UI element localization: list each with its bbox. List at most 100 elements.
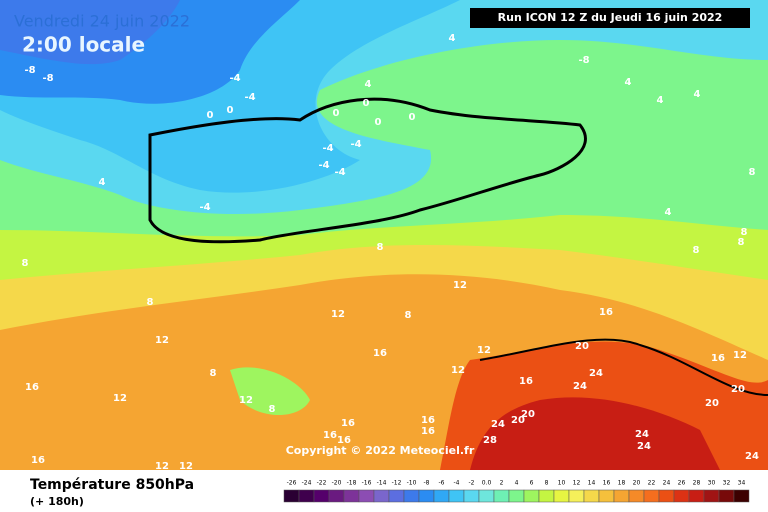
contour-label: 12	[331, 309, 345, 320]
contour-label: 0	[333, 108, 340, 119]
scale-label: 18	[618, 480, 626, 487]
contour-label: -4	[334, 167, 345, 178]
contour-label: 8	[269, 404, 276, 415]
scale-label: -24	[302, 480, 312, 487]
contour-label: 24	[573, 381, 587, 392]
scale-label: 10	[558, 480, 566, 487]
contour-label: 24	[745, 451, 759, 462]
scale-swatch	[358, 489, 375, 503]
contour-label: 8	[738, 237, 745, 248]
scale-swatch	[658, 489, 675, 503]
scale-label: 32	[723, 480, 731, 487]
scale-swatch	[433, 489, 450, 503]
scale-label: 0.0	[482, 480, 492, 487]
contour-label: 12	[451, 365, 465, 376]
scale-swatch	[463, 489, 480, 503]
contour-label: -4	[322, 143, 333, 154]
scale-swatch	[418, 489, 435, 503]
scale-swatch	[628, 489, 645, 503]
contour-label: 20	[575, 341, 589, 352]
scale-label: 12	[573, 480, 581, 487]
scale-swatch	[733, 489, 750, 503]
contour-label: 20	[731, 384, 745, 395]
scale-label: -14	[377, 480, 387, 487]
scale-label: 16	[603, 480, 611, 487]
contour-label: 16	[519, 376, 533, 387]
scale-swatch	[493, 489, 510, 503]
scale-swatch	[508, 489, 525, 503]
contour-label: -4	[199, 202, 210, 213]
contour-label: 4	[625, 77, 632, 88]
scale-swatch	[568, 489, 585, 503]
scale-swatch	[703, 489, 720, 503]
forecast-time: 2:00 locale	[22, 33, 145, 57]
contour-label: 8	[741, 227, 748, 238]
contour-label: 12	[155, 335, 169, 346]
color-scale: -26 -24 -22 -20 -18 -16 -14 -12 -10 -8 -6 -4 -2 0.0 2 4…	[283, 480, 750, 503]
legend-subtitle: (+ 180h)	[30, 495, 84, 508]
scale-label: 28	[693, 480, 701, 487]
run-info: Run ICON 12 Z du Jeudi 16 juin 2022	[498, 11, 723, 24]
scale-label: -8	[424, 480, 430, 487]
scale-swatch	[388, 489, 405, 503]
contour-label: 12	[239, 395, 253, 406]
scale-swatch	[523, 489, 540, 503]
contour-label: 4	[694, 89, 701, 100]
contour-label: 16	[421, 426, 435, 437]
scale-label: -6	[439, 480, 445, 487]
contour-label: 8	[147, 297, 154, 308]
scale-swatch	[478, 489, 495, 503]
scale-label: -12	[392, 480, 402, 487]
scale-label: 30	[708, 480, 716, 487]
contour-label: 20	[511, 415, 525, 426]
contour-label: 12	[477, 345, 491, 356]
scale-label: 8	[545, 480, 549, 487]
contour-label: 0	[375, 117, 382, 128]
contour-label: 24	[589, 368, 603, 379]
scale-swatch	[448, 489, 465, 503]
scale-swatch	[403, 489, 420, 503]
scale-swatch	[373, 489, 390, 503]
scale-label: 34	[738, 480, 746, 487]
contour-label: 4	[449, 33, 456, 44]
contour-label: 12	[453, 280, 467, 291]
contour-label: -8	[42, 73, 53, 84]
contour-label: 8	[749, 167, 756, 178]
contour-label: 16	[599, 307, 613, 318]
scale-swatch	[718, 489, 735, 503]
contour-label: 16	[341, 418, 355, 429]
contour-label: 4	[665, 207, 672, 218]
scale-swatch	[583, 489, 600, 503]
contour-label: 0	[227, 105, 234, 116]
scale-swatch	[673, 489, 690, 503]
scale-label: -10	[407, 480, 417, 487]
contour-label: 4	[99, 177, 106, 188]
contour-label: 28	[483, 435, 497, 446]
scale-swatch	[613, 489, 630, 503]
scale-label: -2	[469, 480, 475, 487]
scale-swatch	[313, 489, 330, 503]
scale-label: -22	[317, 480, 327, 487]
scale-label: -4	[454, 480, 460, 487]
legend-title: Température 850hPa	[30, 477, 194, 493]
contour-label: -4	[244, 92, 255, 103]
contour-label: 16	[31, 455, 45, 466]
scale-label: 4	[515, 480, 519, 487]
contour-label: 16	[373, 348, 387, 359]
contour-label: 12	[179, 461, 193, 472]
contour-label: 16	[337, 435, 351, 446]
contour-label: 16	[323, 430, 337, 441]
contour-label: 16	[421, 415, 435, 426]
contour-label: 24	[635, 429, 649, 440]
contour-label: 16	[711, 353, 725, 364]
contour-label: 24	[637, 441, 651, 452]
contour-label: 0	[363, 98, 370, 109]
contour-label: 8	[22, 258, 29, 269]
scale-swatch	[553, 489, 570, 503]
contour-label: 8	[210, 368, 217, 379]
scale-swatch	[328, 489, 345, 503]
scale-label: -16	[362, 480, 372, 487]
scale-label: 24	[663, 480, 671, 487]
